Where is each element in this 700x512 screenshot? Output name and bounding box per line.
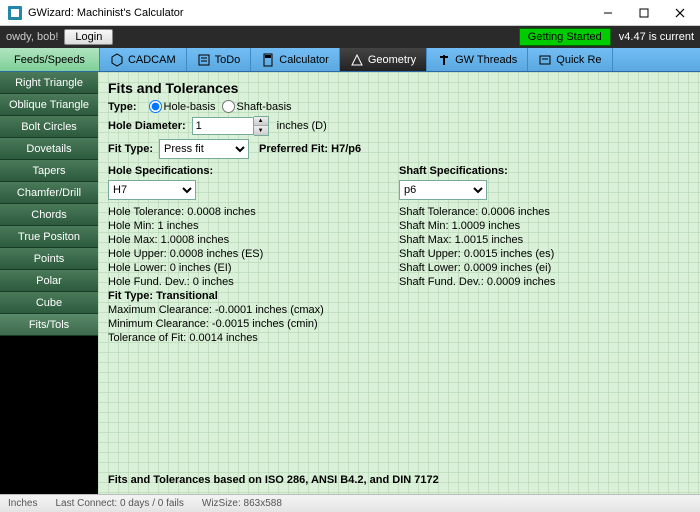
sidebar-item-oblique-triangle[interactable]: Oblique Triangle — [0, 94, 98, 116]
tab-quick[interactable]: Quick Re — [528, 48, 612, 71]
min-clearance-label: Minimum Clearance: -0.0015 inches (cmin) — [108, 318, 399, 330]
geometry-icon — [350, 53, 364, 67]
sidebar-item-polar[interactable]: Polar — [0, 270, 98, 292]
shaft-spec-line: Shaft Min: 1.0009 inches — [399, 220, 690, 232]
hole-spec-line: Hole Tolerance: 0.0008 inches — [108, 206, 399, 218]
shaft-grade-select[interactable]: p6 — [399, 180, 487, 200]
shaft-basis-label: Shaft-basis — [237, 101, 292, 113]
greeting-label: owdy, bob! — [6, 31, 58, 43]
hole-basis-label: Hole-basis — [164, 101, 216, 113]
hole-spec-header: Hole Specifications: — [108, 165, 399, 177]
sidebar-item-cube[interactable]: Cube — [0, 292, 98, 314]
getting-started-button[interactable]: Getting Started — [519, 28, 611, 46]
status-wizsize: WizSize: 863x588 — [202, 498, 282, 509]
titlebar: GWizard: Machinist's Calculator — [0, 0, 700, 26]
max-clearance-label: Maximum Clearance: -0.0001 inches (cmax) — [108, 304, 399, 316]
hole-diameter-input[interactable] — [192, 117, 254, 135]
sidebar-item-bolt-circles[interactable]: Bolt Circles — [0, 116, 98, 138]
tab-cadcam[interactable]: CADCAM — [100, 48, 187, 71]
sidebar-item-tapers[interactable]: Tapers — [0, 160, 98, 182]
calculator-icon — [261, 53, 275, 67]
status-units: Inches — [8, 498, 37, 509]
shaft-spec-line: Shaft Max: 1.0015 inches — [399, 234, 690, 246]
sidebar-item-true-positon[interactable]: True Positon — [0, 226, 98, 248]
maximize-button[interactable] — [626, 0, 662, 26]
tab-calculator[interactable]: Calculator — [251, 48, 340, 71]
spinner-down-icon[interactable]: ▼ — [254, 126, 268, 135]
shaft-basis-radio[interactable] — [222, 100, 235, 113]
version-label: v4.47 is current — [619, 31, 694, 43]
quick-icon — [538, 53, 552, 67]
todo-icon — [197, 53, 211, 67]
sidebar-item-fits-tols[interactable]: Fits/Tols — [0, 314, 98, 336]
cadcam-icon — [110, 53, 124, 67]
hole-spec-line: Hole Upper: 0.0008 inches (ES) — [108, 248, 399, 260]
status-connect: Last Connect: 0 days / 0 fails — [55, 498, 183, 509]
sidebar-item-right-triangle[interactable]: Right Triangle — [0, 72, 98, 94]
sidebar-item-points[interactable]: Points — [0, 248, 98, 270]
hole-grade-select[interactable]: H7 — [108, 180, 196, 200]
fit-type-row: Fit Type: Press fit Preferred Fit: H7/p6 — [108, 139, 690, 159]
hole-spec-line: Hole Min: 1 inches — [108, 220, 399, 232]
main-panel: Fits and Tolerances Type: Hole-basis Sha… — [98, 72, 700, 494]
close-button[interactable] — [662, 0, 698, 26]
hole-diameter-unit: inches (D) — [277, 120, 327, 132]
sidebar-item-chords[interactable]: Chords — [0, 204, 98, 226]
sidebar: Right TriangleOblique TriangleBolt Circl… — [0, 72, 98, 494]
hole-diameter-spinner[interactable]: ▲ ▼ — [254, 116, 269, 136]
minimize-button[interactable] — [590, 0, 626, 26]
hole-spec-line: Hole Fund. Dev.: 0 inches — [108, 276, 399, 288]
window-title: GWizard: Machinist's Calculator — [28, 7, 590, 19]
fit-type-select[interactable]: Press fit — [159, 139, 249, 159]
hole-spec-column: Hole Specifications: H7 Hole Tolerance: … — [108, 165, 399, 346]
sidebar-item-dovetails[interactable]: Dovetails — [0, 138, 98, 160]
shaft-spec-line: Shaft Fund. Dev.: 0.0009 inches — [399, 276, 690, 288]
shaft-spec-line: Shaft Lower: 0.0009 inches (ei) — [399, 262, 690, 274]
spinner-up-icon[interactable]: ▲ — [254, 117, 268, 126]
hole-basis-radio[interactable] — [149, 100, 162, 113]
shaft-spec-line: Shaft Upper: 0.0015 inches (es) — [399, 248, 690, 260]
tab-gwthreads[interactable]: GW Threads — [427, 48, 528, 71]
hole-spec-line: Hole Max: 1.0008 inches — [108, 234, 399, 246]
tab-todo[interactable]: ToDo — [187, 48, 252, 71]
tab-feeds-speeds[interactable]: Feeds/Speeds — [0, 48, 100, 71]
shaft-spec-column: Shaft Specifications: p6 Shaft Tolerance… — [399, 165, 690, 346]
hole-diameter-row: Hole Diameter: ▲ ▼ inches (D) — [108, 116, 690, 136]
shaft-spec-line: Shaft Tolerance: 0.0006 inches — [399, 206, 690, 218]
type-label: Type: — [108, 101, 137, 113]
hole-spec-line: Hole Lower: 0 inches (EI) — [108, 262, 399, 274]
shaft-spec-header: Shaft Specifications: — [399, 165, 690, 177]
threads-icon — [437, 53, 451, 67]
login-button[interactable]: Login — [64, 29, 113, 45]
footnote-label: Fits and Tolerances based on ISO 286, AN… — [108, 474, 439, 486]
tab-bar: Feeds/Speeds CADCAM ToDo Calculator Geom… — [0, 48, 700, 72]
tab-geometry[interactable]: Geometry — [340, 48, 427, 71]
app-icon — [8, 6, 22, 20]
preferred-fit-label: Preferred Fit: H7/p6 — [259, 143, 361, 155]
user-bar: owdy, bob! Login Getting Started v4.47 i… — [0, 26, 700, 48]
status-bar: Inches Last Connect: 0 days / 0 fails Wi… — [0, 494, 700, 512]
sidebar-item-chamfer-drill[interactable]: Chamfer/Drill — [0, 182, 98, 204]
fit-type-label: Fit Type: — [108, 143, 153, 155]
type-row: Type: Hole-basis Shaft-basis — [108, 100, 690, 113]
hole-diameter-label: Hole Diameter: — [108, 120, 186, 132]
tolerance-of-fit-label: Tolerance of Fit: 0.0014 inches — [108, 332, 399, 344]
workspace: Right TriangleOblique TriangleBolt Circl… — [0, 72, 700, 494]
fit-transitional-label: Fit Type: Transitional — [108, 290, 399, 302]
page-heading: Fits and Tolerances — [108, 80, 690, 96]
